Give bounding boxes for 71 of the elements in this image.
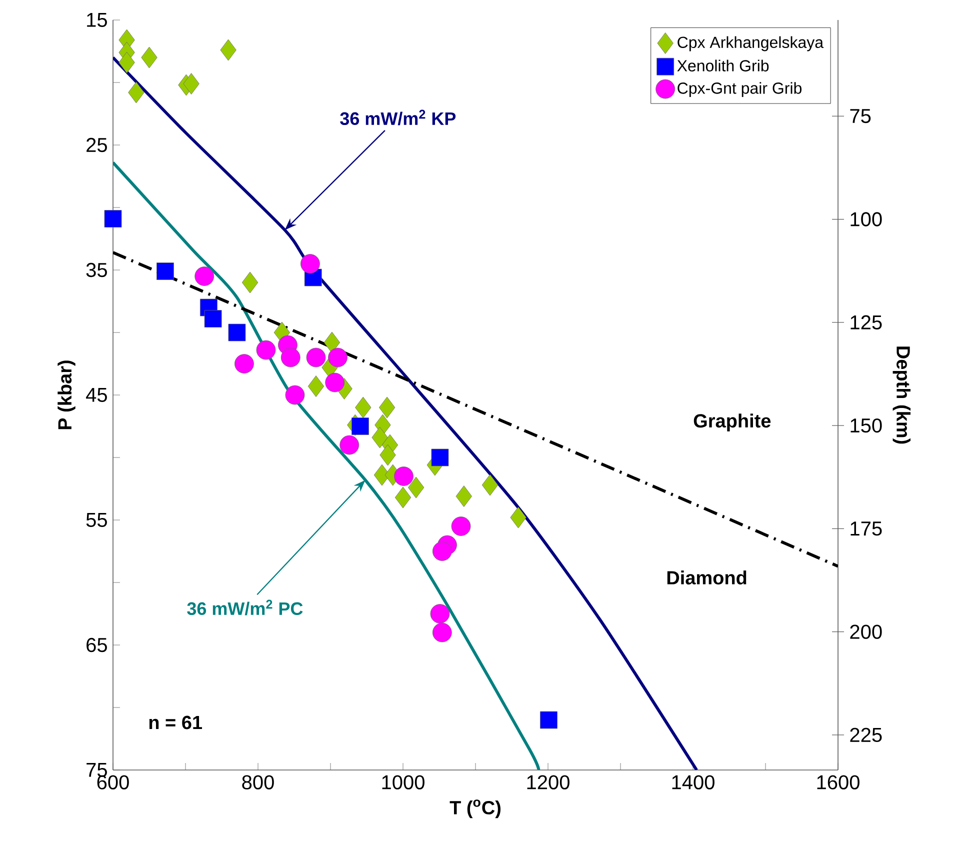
point xyxy=(456,486,472,507)
point xyxy=(280,348,300,368)
annotation: n = 61 xyxy=(149,716,202,730)
annotation: Diamond xyxy=(667,570,746,584)
point xyxy=(408,476,424,498)
point xyxy=(256,340,276,360)
point xyxy=(242,272,258,294)
point xyxy=(380,444,396,466)
y2-tick-label: 100 xyxy=(850,212,882,226)
point xyxy=(141,46,158,68)
y2-tick-label: 225 xyxy=(850,728,882,742)
y-axis-title: P (kbar) xyxy=(58,360,76,430)
point xyxy=(183,73,200,94)
point xyxy=(204,310,222,328)
point xyxy=(394,466,414,486)
point xyxy=(378,396,396,418)
point xyxy=(156,262,174,280)
x-tick-label: 1400 xyxy=(672,775,714,790)
text: 36 mW/m$^{2}$ KP xyxy=(340,110,456,126)
point xyxy=(355,396,372,418)
point xyxy=(228,324,246,342)
point xyxy=(306,348,326,368)
point xyxy=(328,348,348,368)
x-tick-label: 1200 xyxy=(527,775,570,790)
y2-tick-label: 175 xyxy=(850,522,882,536)
legend-label: Cpx-Gnt pair Grib xyxy=(678,82,802,98)
point xyxy=(118,52,135,74)
y-tick-label: 65 xyxy=(86,638,107,652)
point xyxy=(451,516,471,536)
point xyxy=(394,486,412,508)
y-tick-label: 55 xyxy=(86,513,107,527)
y2-axis-title: Depth (km) xyxy=(892,346,910,444)
line-series xyxy=(113,161,540,770)
point xyxy=(430,604,450,624)
y2-tick-label: 200 xyxy=(850,624,882,639)
point xyxy=(285,385,305,405)
x-tick-label: 1600 xyxy=(817,775,860,790)
point xyxy=(372,426,388,448)
legend-label: Cpx Arkhangelskaya xyxy=(678,36,824,52)
x-tick-label: 1000 xyxy=(382,775,424,790)
y-tick-label: 75 xyxy=(86,763,107,777)
y-tick-label: 35 xyxy=(86,262,107,278)
point xyxy=(431,448,449,466)
point xyxy=(352,418,369,435)
point xyxy=(220,39,236,61)
point xyxy=(128,82,144,104)
y2-tick-label: 125 xyxy=(850,315,882,330)
point xyxy=(194,266,214,286)
point xyxy=(104,210,122,228)
legend-label: Xenolith Grib xyxy=(677,60,769,72)
point xyxy=(482,474,498,496)
point xyxy=(540,711,558,729)
point xyxy=(510,506,526,528)
point xyxy=(325,372,345,392)
point xyxy=(308,376,324,397)
point xyxy=(234,354,254,374)
y-tick-label: 45 xyxy=(86,388,107,402)
point xyxy=(432,622,452,642)
y-tick-label: 15 xyxy=(87,13,107,27)
point xyxy=(432,542,452,561)
point xyxy=(300,254,320,274)
y2-tick-label: 75 xyxy=(850,109,871,124)
x-axis-title: T ($^{o}$C) xyxy=(450,800,500,818)
text: 36 mW/m$^{2}$ PC xyxy=(187,600,303,616)
annotation: Graphite xyxy=(694,414,771,432)
point xyxy=(340,435,360,455)
point xyxy=(324,332,340,354)
x-tick-label: 600 xyxy=(97,775,129,790)
y2-tick-label: 150 xyxy=(850,418,882,433)
y-tick-label: 25 xyxy=(86,138,107,152)
x-tick-label: 800 xyxy=(242,775,274,790)
